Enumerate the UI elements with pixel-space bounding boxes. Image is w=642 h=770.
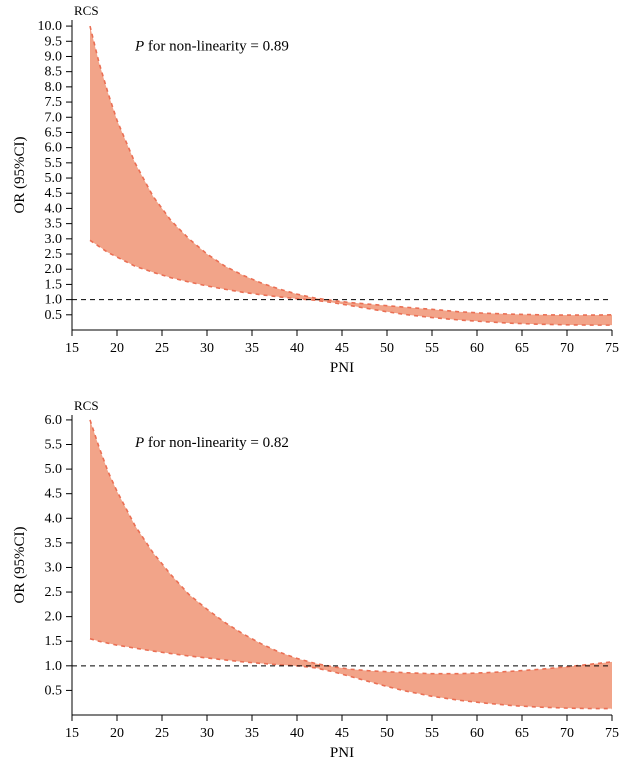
p-nonlinearity-annotation: P for non-linearity = 0.82 bbox=[134, 435, 289, 451]
y-tick-label: 5.0 bbox=[45, 171, 63, 186]
y-tick-label: 1.0 bbox=[45, 293, 63, 308]
chart-svg: 15 20 25 30 35 40 45 50 55 60 65 70 75 PNI 0.5 1.0 1.5 2.… bbox=[0, 395, 642, 770]
x-tick-label: 20 bbox=[110, 341, 124, 356]
p-nonlinearity-annotation: P for non-linearity = 0.89 bbox=[134, 38, 289, 54]
y-tick-label: 3.0 bbox=[45, 560, 63, 575]
x-tick-label: 25 bbox=[155, 341, 169, 356]
y-tick-label: 4.5 bbox=[45, 487, 63, 502]
x-tick-label: 50 bbox=[380, 341, 394, 356]
y-tick-label: 0.5 bbox=[45, 683, 63, 698]
x-tick-label: 70 bbox=[560, 726, 574, 741]
x-tick-label: 25 bbox=[155, 726, 169, 741]
y-tick-label: 4.0 bbox=[45, 511, 63, 526]
x-tick-label: 15 bbox=[65, 726, 79, 741]
x-tick-label: 65 bbox=[515, 341, 529, 356]
x-tick-label: 55 bbox=[425, 341, 439, 356]
x-tick-label: 50 bbox=[380, 726, 394, 741]
y-axis-label: OR (95%CI) bbox=[12, 526, 28, 603]
x-tick-label: 75 bbox=[605, 726, 619, 741]
y-axis-label: OR (95%CI) bbox=[12, 136, 28, 213]
y-tick-label: 5.5 bbox=[45, 156, 63, 171]
x-tick-label: 65 bbox=[515, 726, 529, 741]
x-tick-label: 35 bbox=[245, 341, 259, 356]
x-tick-label: 55 bbox=[425, 726, 439, 741]
y-tick-label: 3.5 bbox=[45, 536, 63, 551]
chart-panel-top: 15202530354045505560657075PNI0.51.01.52.… bbox=[0, 0, 642, 385]
y-tick-label: 9.0 bbox=[45, 49, 63, 64]
y-tick-label: 1.0 bbox=[45, 659, 63, 674]
y-tick-label: 3.5 bbox=[45, 217, 63, 232]
y-tick-label: 8.0 bbox=[45, 80, 63, 95]
y-tick-label: 9.5 bbox=[45, 34, 63, 49]
x-tick-label: 45 bbox=[335, 341, 349, 356]
x-axis-label: PNI bbox=[330, 360, 354, 376]
y-tick-label: 2.5 bbox=[45, 247, 63, 262]
y-tick-label: 5.0 bbox=[45, 462, 63, 477]
y-tick-label: 6.0 bbox=[45, 413, 63, 428]
y-tick-label: 4.0 bbox=[45, 201, 63, 216]
y-tick-label: 2.5 bbox=[45, 585, 63, 600]
y-tick-label: 6.5 bbox=[45, 125, 63, 140]
y-tick-label: 0.5 bbox=[45, 308, 63, 323]
y-tick-label: 3.0 bbox=[45, 232, 63, 247]
figure-wrap: { "layout": { "canvas": { "w": 642, "h":… bbox=[0, 0, 642, 770]
rcs-label: RCS bbox=[74, 398, 99, 413]
x-tick-label: 40 bbox=[290, 341, 304, 356]
y-tick-label: 2.0 bbox=[45, 262, 63, 277]
y-tick-label: 10.0 bbox=[38, 19, 63, 34]
y-tick-label: 6.0 bbox=[45, 141, 63, 156]
x-tick-label: 15 bbox=[65, 341, 79, 356]
x-tick-label: 75 bbox=[605, 341, 619, 356]
x-tick-label: 45 bbox=[335, 726, 349, 741]
chart-svg: 15202530354045505560657075PNI0.51.01.52.… bbox=[0, 0, 642, 385]
chart-panel-bottom: 15 20 25 30 35 40 45 50 55 60 65 70 75 PNI 0.5 1.0 1.5 2.… bbox=[0, 395, 642, 770]
x-tick-label: 60 bbox=[470, 726, 484, 741]
y-tick-label: 1.5 bbox=[45, 277, 63, 292]
y-tick-label: 2.0 bbox=[45, 610, 63, 625]
y-tick-label: 7.0 bbox=[45, 110, 63, 125]
x-tick-label: 40 bbox=[290, 726, 304, 741]
x-tick-label: 70 bbox=[560, 341, 574, 356]
y-tick-label: 5.5 bbox=[45, 438, 63, 453]
y-tick-label: 4.5 bbox=[45, 186, 63, 201]
x-tick-label: 30 bbox=[200, 341, 214, 356]
x-tick-label: 30 bbox=[200, 726, 214, 741]
x-axis-label: PNI bbox=[330, 745, 354, 761]
rcs-label: RCS bbox=[74, 3, 99, 18]
y-tick-label: 7.5 bbox=[45, 95, 63, 110]
y-tick-label: 8.5 bbox=[45, 65, 63, 80]
x-tick-label: 20 bbox=[110, 726, 124, 741]
y-tick-label: 1.5 bbox=[45, 634, 63, 649]
x-tick-label: 35 bbox=[245, 726, 259, 741]
x-tick-label: 60 bbox=[470, 341, 484, 356]
